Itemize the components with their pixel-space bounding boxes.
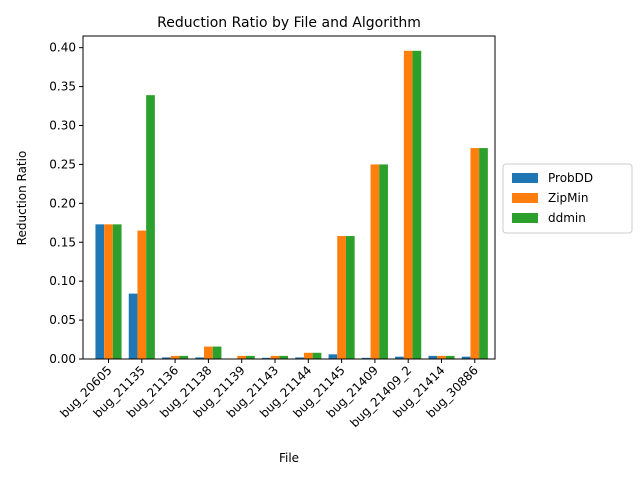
bar-probdd-bug_21409_2 (395, 356, 404, 359)
bar-probdd-bug_21145 (328, 354, 338, 359)
legend: ProbDD ZipMin ddmin (502, 163, 633, 234)
bar-probdd-bug_30886 (461, 356, 471, 359)
y-tick-label: 0.30 (49, 119, 76, 133)
bar-ddmin-bug_21409 (379, 164, 388, 359)
y-tick-label: 0.05 (49, 313, 76, 327)
y-tick-label: 0.15 (49, 235, 76, 249)
y-tick-label: 0.20 (49, 196, 76, 210)
bar-probdd-bug_21414 (428, 355, 438, 359)
bar-ddmin-bug_21138 (212, 346, 222, 359)
y-tick-label: 0.35 (49, 80, 76, 94)
bar-ddmin-bug_21409_2 (412, 50, 422, 359)
y-tick-label: 0.40 (49, 41, 76, 55)
chart-title: Reduction Ratio by File and Algorithm (157, 15, 421, 31)
bar-ddmin-bug_21139 (246, 355, 255, 359)
y-tick-label: 0.25 (49, 157, 76, 171)
bar-zipmin-bug_30886 (470, 148, 480, 359)
y-tick-label: 0.10 (49, 274, 76, 288)
y-axis-label: Reduction Ratio (15, 151, 29, 246)
bar-ddmin-bug_20605 (112, 224, 122, 359)
x-axis-label: File (279, 451, 299, 465)
bars-group (95, 50, 488, 360)
bar-probdd-bug_21138 (195, 357, 205, 359)
bar-zipmin-bug_21136 (170, 355, 180, 359)
bar-probdd-bug_21135 (128, 293, 138, 359)
bar-zipmin-bug_21135 (137, 230, 147, 359)
bar-probdd-bug_21409 (361, 357, 371, 359)
legend-swatch-probdd (512, 173, 538, 183)
legend-swatch-zipmin (512, 193, 538, 203)
bar-ddmin-bug_21144 (312, 352, 322, 359)
bar-zipmin-bug_21139 (237, 355, 247, 359)
bar-probdd-bug_21136 (162, 357, 171, 359)
legend-label-probdd: ProbDD (548, 171, 593, 185)
bar-ddmin-bug_21145 (345, 236, 355, 359)
legend-label-ddmin: ddmin (548, 211, 586, 225)
bar-ddmin-bug_21135 (146, 95, 155, 360)
bar-probdd-bug_21143 (261, 357, 271, 359)
bar-zipmin-bug_21409 (370, 164, 380, 359)
plot-frame (82, 35, 496, 360)
bar-ddmin-bug_21136 (179, 355, 189, 359)
bar-zipmin-bug_21143 (270, 355, 280, 359)
bar-probdd-bug_20605 (95, 224, 105, 359)
legend-label-zipmin: ZipMin (548, 191, 588, 205)
x-axis: bug_20605bug_21135bug_21136bug_21138bug_… (57, 359, 481, 430)
bar-probdd-bug_21144 (295, 357, 304, 359)
legend-swatch-ddmin (512, 213, 538, 223)
bar-zipmin-bug_21409_2 (403, 50, 413, 359)
bar-zipmin-bug_20605 (104, 224, 113, 359)
bar-zipmin-bug_21145 (337, 236, 346, 359)
bar-zipmin-bug_21414 (437, 355, 446, 359)
y-axis: 0.00 0.05 0.10 0.15 0.20 0.25 0.30 0.35 0.40 (49, 41, 83, 366)
bar-ddmin-bug_30886 (479, 148, 488, 359)
bar-zipmin-bug_21144 (303, 352, 313, 359)
bar-ddmin-bug_21414 (445, 355, 455, 359)
y-tick-label: 0.00 (49, 352, 76, 366)
bar-ddmin-bug_21143 (279, 355, 289, 359)
bar-zipmin-bug_21138 (204, 346, 213, 359)
